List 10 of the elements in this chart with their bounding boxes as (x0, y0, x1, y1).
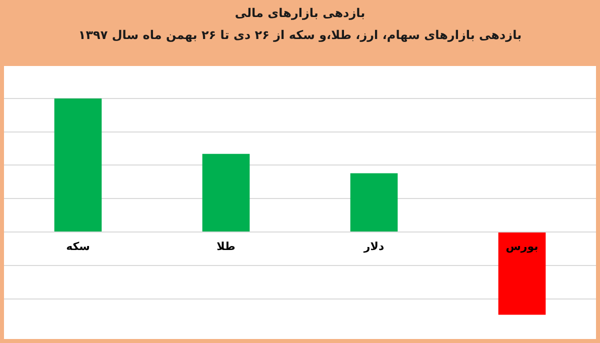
bar (498, 232, 546, 315)
x-tick-label: طلا (216, 240, 236, 253)
x-tick-label: سکه (66, 240, 90, 253)
bar (350, 173, 398, 232)
chart-subtitle: بازدهی بازارهای سهام، ارز، طلا،و سکه از ۲۶ دی تا ۲۶ بهمن ماه سال ۱۳۹۷ (77, 27, 523, 42)
bar (54, 98, 102, 232)
x-tick-label: بورس (506, 240, 538, 253)
x-tick-label: دلار (362, 240, 384, 253)
chart-title: بازدهی بازارهای مالی (234, 5, 366, 20)
bar (202, 154, 250, 232)
